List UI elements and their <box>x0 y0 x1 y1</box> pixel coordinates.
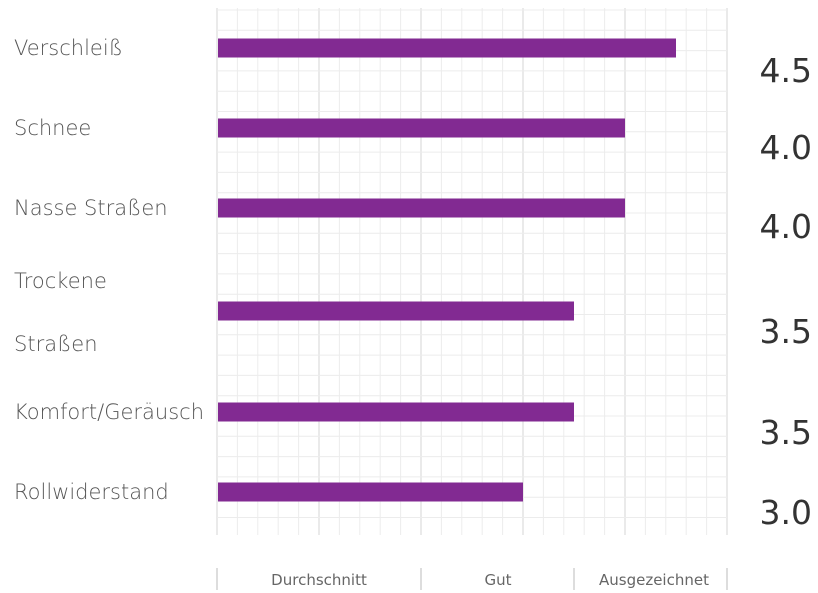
category-label: Rollwiderstand <box>14 480 169 504</box>
category-label: Schnee <box>14 116 91 140</box>
value-label: 3.5 <box>760 413 812 452</box>
bar <box>218 301 574 321</box>
category-labels: Verschleiß Schnee Nasse Straßen Trockene Str… <box>14 36 204 504</box>
category-label: Verschleiß <box>14 36 123 60</box>
value-labels: 4.5 4.0 4.0 3.5 3.5 3.0 <box>760 51 812 532</box>
category-label: Komfort/Geräusch <box>14 400 204 424</box>
x-tick-label: Ausgezeichnet <box>599 571 709 589</box>
bar <box>218 198 625 218</box>
category-label: Nasse Straßen <box>14 196 168 220</box>
x-tick-label: Gut <box>484 571 511 589</box>
bar <box>218 38 676 58</box>
value-label: 4.5 <box>760 51 812 90</box>
bar <box>218 402 574 422</box>
x-axis-tick-labels: Durchschnitt Gut Ausgezeichnet <box>216 568 728 590</box>
value-label: 3.0 <box>760 493 812 532</box>
category-label: Straßen <box>14 332 98 356</box>
chart-grid <box>216 8 728 535</box>
value-label: 4.0 <box>760 128 812 167</box>
bar <box>218 118 625 138</box>
chart-bars <box>218 38 676 502</box>
x-tick-label: Durchschnitt <box>271 571 367 589</box>
value-label: 4.0 <box>760 207 812 246</box>
category-label: Trockene <box>14 269 107 293</box>
value-label: 3.5 <box>760 312 812 351</box>
bar <box>218 482 523 502</box>
